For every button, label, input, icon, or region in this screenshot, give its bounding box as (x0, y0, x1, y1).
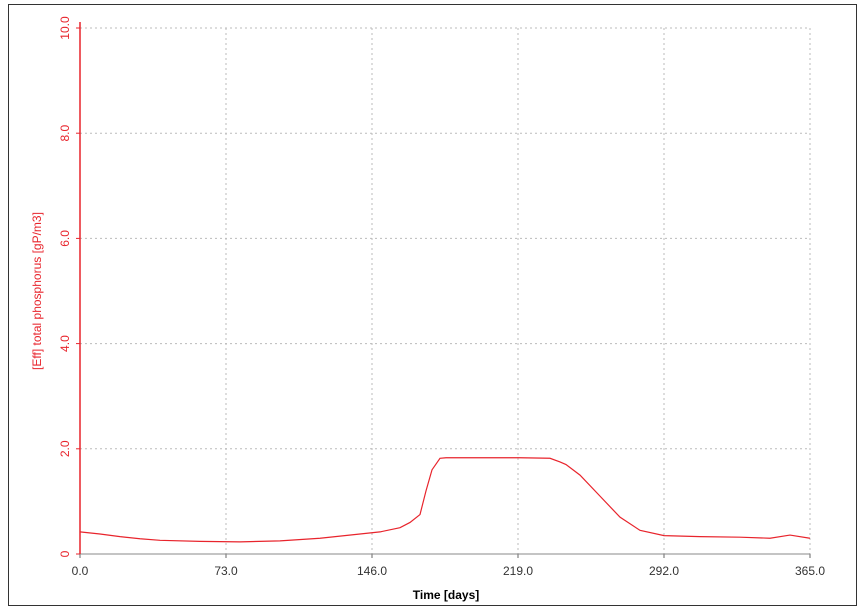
x-tick-label: 0.0 (72, 564, 89, 578)
y-tick-label: 4.0 (58, 335, 72, 352)
frame (8, 4, 857, 606)
y-tick-label: 2.0 (58, 440, 72, 457)
x-tick-label: 292.0 (649, 564, 679, 578)
x-tick-label: 73.0 (214, 564, 238, 578)
y-tick-label: 0 (58, 550, 72, 557)
x-tick-label: 146.0 (357, 564, 387, 578)
y-tick-label: 8.0 (58, 125, 72, 142)
y-tick-label: 10.0 (58, 16, 72, 40)
x-tick-label: 219.0 (503, 564, 533, 578)
y-axis-title: [Eff] total phosphorus [gP/m3] (30, 212, 44, 370)
x-tick-label: 365.0 (795, 564, 825, 578)
x-axis-title: Time [days] (413, 588, 479, 602)
y-tick-label: 6.0 (58, 230, 72, 247)
data-line (79, 457, 811, 543)
